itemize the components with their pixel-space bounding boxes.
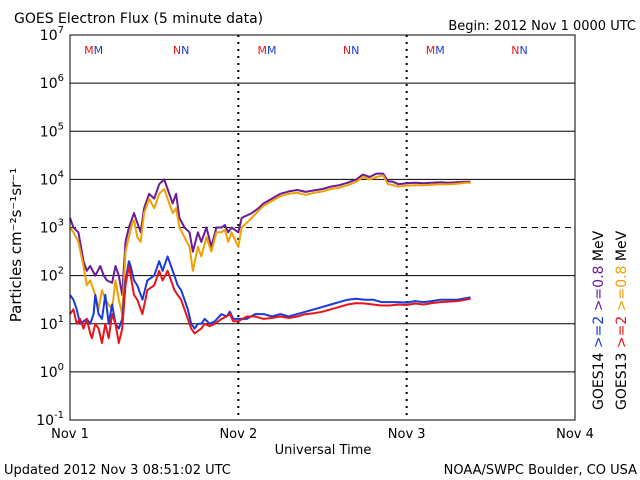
x-tick-label: Nov 2 — [219, 427, 257, 442]
x-tick-label: Nov 4 — [556, 427, 594, 442]
marker-label: NN — [511, 44, 527, 57]
legend-right: GOES14 >=2 >=0.8 MeV GOES13 >=2 >=0.8 MeV — [591, 230, 630, 410]
updated-label: Updated 2012 Nov 3 08:51:02 UTC — [4, 463, 231, 478]
x-axis-label: Universal Time — [275, 443, 372, 458]
y-tick-label: 106 — [40, 73, 64, 92]
series-lines — [69, 172, 471, 344]
marker-label: MM — [257, 44, 276, 57]
marker-label: MM — [84, 44, 103, 57]
x-tick-labels: Nov 1 Nov 2 Nov 3 Nov 4 — [51, 427, 594, 442]
y-tick-label: 107 — [40, 25, 64, 44]
y-tick-label: 101 — [40, 314, 64, 333]
y-tick-label: 100 — [40, 362, 64, 381]
series-line — [69, 255, 471, 330]
y-tick-label: 10-1 — [36, 410, 64, 429]
y-tick-label: 102 — [40, 266, 64, 285]
x-tick-label: Nov 3 — [388, 427, 426, 442]
series-line — [69, 265, 471, 344]
y-axis-label: Particles cm⁻²s⁻¹sr⁻¹ — [7, 168, 25, 322]
x-tick-label: Nov 1 — [51, 427, 89, 442]
top-markers: MM NN MM NN MM NN — [84, 44, 528, 57]
plot-frame — [69, 34, 576, 421]
series-line — [69, 174, 471, 316]
marker-label: NN — [173, 44, 189, 57]
marker-label: NN — [343, 44, 359, 57]
credit-label: NOAA/SWPC Boulder, CO USA — [444, 463, 637, 478]
gridlines — [70, 35, 575, 420]
y-tick-label: 105 — [40, 121, 64, 140]
y-tick-label: 103 — [40, 218, 64, 237]
marker-label: MM — [426, 44, 445, 57]
begin-label: Begin: 2012 Nov 1 0000 UTC — [448, 19, 636, 34]
legend-entry: GOES13 >=2 >=0.8 MeV — [614, 230, 630, 410]
series-line — [69, 172, 471, 296]
legend-entry: GOES14 >=2 >=0.8 MeV — [591, 230, 607, 410]
y-tick-label: 104 — [40, 169, 64, 188]
chart-title: GOES Electron Flux (5 minute data) — [14, 11, 263, 27]
y-tick-labels: 10-1 100 101 102 103 104 105 106 107 — [36, 25, 64, 429]
